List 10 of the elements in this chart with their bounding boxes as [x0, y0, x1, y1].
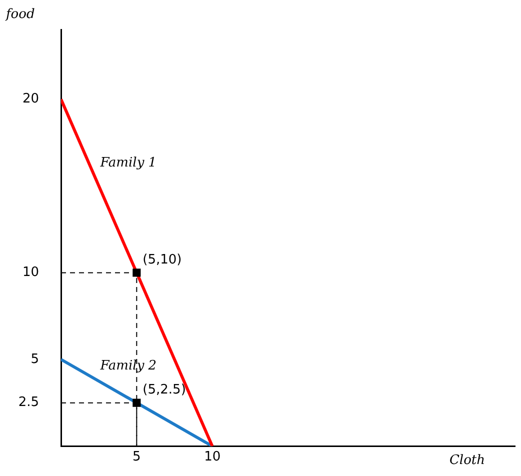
series-label: Family 1 [99, 155, 157, 170]
y-tick-label: 10 [22, 265, 39, 280]
series-label: Family 2 [99, 358, 157, 374]
y-tick-label: 20 [22, 92, 39, 107]
y-axis-title: food [5, 6, 35, 22]
y-tick-label: 2.5 [18, 395, 39, 410]
y-tick-label: 5 [30, 352, 39, 367]
x-axis-title: Cloth [449, 453, 485, 468]
annotation: (5,10) [142, 252, 182, 268]
annotation: (5,2.5) [142, 382, 186, 398]
